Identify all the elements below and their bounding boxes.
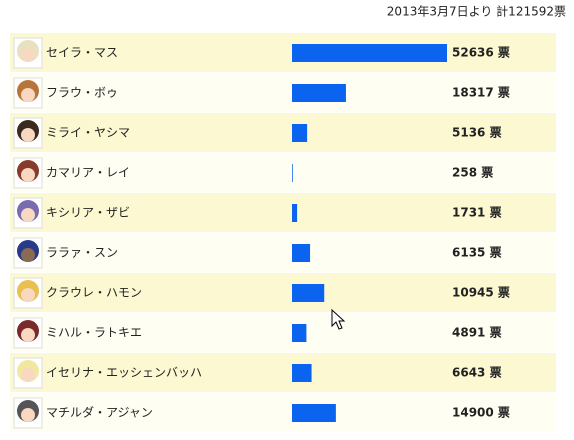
character-name: イセリナ・エッシェンバッハ bbox=[46, 366, 202, 380]
vote-count: 4891 票 bbox=[452, 326, 502, 340]
bar bbox=[292, 244, 311, 262]
bar bbox=[292, 404, 336, 422]
character-name: セイラ・マス bbox=[46, 46, 118, 60]
bar bbox=[292, 364, 312, 382]
row-background bbox=[10, 313, 556, 352]
row-background bbox=[10, 33, 556, 72]
avatar-face bbox=[21, 368, 35, 382]
row-background bbox=[10, 233, 556, 272]
header-total: 2013年3月7日より 計121592票 bbox=[387, 4, 566, 19]
bar bbox=[292, 124, 308, 142]
character-name: キシリア・ザビ bbox=[46, 206, 130, 220]
row-background bbox=[10, 113, 556, 152]
character-name: クラウレ・ハモン bbox=[46, 286, 142, 300]
vote-count: 10945 票 bbox=[452, 286, 510, 300]
row-background bbox=[10, 353, 556, 392]
vote-count: 52636 票 bbox=[452, 46, 510, 60]
row-background bbox=[10, 193, 556, 232]
vote-count: 18317 票 bbox=[452, 86, 510, 100]
bar bbox=[292, 284, 325, 302]
bar bbox=[292, 324, 307, 342]
avatar-face bbox=[21, 408, 35, 422]
row-background bbox=[10, 153, 556, 192]
bar bbox=[292, 44, 447, 62]
mouse-cursor bbox=[331, 308, 346, 330]
vote-count: 14900 票 bbox=[452, 406, 510, 420]
avatar-face bbox=[21, 328, 35, 342]
bar bbox=[292, 164, 293, 182]
avatar-face bbox=[21, 48, 35, 62]
vote-count: 258 票 bbox=[452, 166, 493, 180]
vote-count: 1731 票 bbox=[452, 206, 502, 220]
row-background bbox=[10, 393, 556, 432]
row-background bbox=[10, 273, 556, 312]
character-name: マチルダ・アジャン bbox=[46, 405, 153, 420]
avatar-face bbox=[21, 88, 35, 102]
character-name: フラウ・ボゥ bbox=[46, 86, 118, 100]
row-background bbox=[10, 73, 556, 112]
avatar-face bbox=[21, 288, 35, 302]
character-name: ミライ・ヤシマ bbox=[46, 126, 130, 140]
bar bbox=[292, 84, 346, 102]
vote-count: 5136 票 bbox=[452, 126, 502, 140]
vote-count: 6135 票 bbox=[452, 246, 502, 260]
bar bbox=[292, 204, 298, 222]
vote-count: 6643 票 bbox=[452, 366, 502, 380]
avatar-face bbox=[21, 128, 35, 142]
avatar-face bbox=[21, 248, 35, 262]
character-name: ミハル・ラトキエ bbox=[46, 326, 142, 340]
avatar-face bbox=[21, 208, 35, 222]
character-name: カマリア・レイ bbox=[46, 166, 130, 180]
avatar-face bbox=[21, 168, 35, 182]
character-name: ララァ・スン bbox=[46, 246, 118, 260]
